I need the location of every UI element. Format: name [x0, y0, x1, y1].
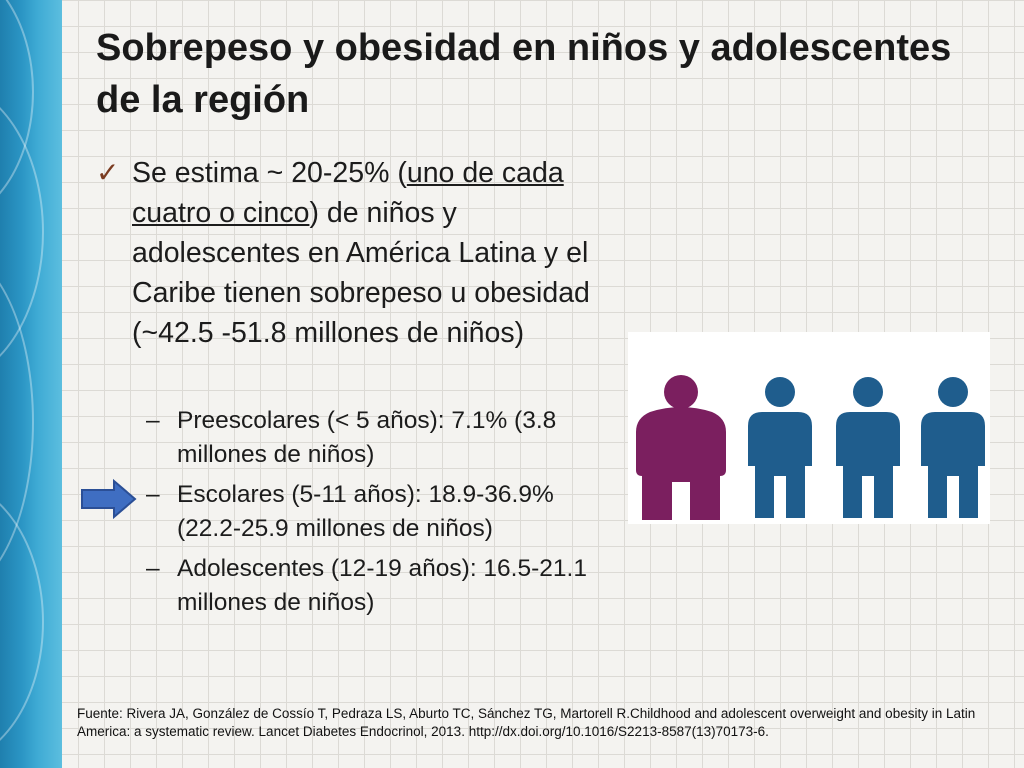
- sub-bullet-adolescentes: – Adolescentes (12-19 años): 16.5-21.1 m…: [146, 552, 616, 620]
- main-bullet-suffix: ) de niños y adolescentes en América Lat…: [132, 197, 590, 349]
- source-citation: Fuente: Rivera JA, González de Cossío T,…: [77, 706, 976, 739]
- person-icon: [921, 377, 985, 518]
- main-bullet-text: Se estima ~ 20-25% (uno de cada cuatro o…: [132, 153, 616, 353]
- main-bullet: ✓ Se estima ~ 20-25% (uno de cada cuatro…: [96, 153, 616, 353]
- sub-bullet-escolares: – Escolares (5-11 años): 18.9-36.9% (22.…: [146, 478, 616, 546]
- sub-bullet-text: Adolescentes (12-19 años): 16.5-21.1 mil…: [177, 555, 587, 616]
- person-icon-obese: [636, 375, 726, 520]
- dash-marker: –: [146, 481, 160, 508]
- sub-bullet-text: Escolares (5-11 años): 18.9-36.9% (22.2-…: [177, 481, 554, 542]
- dash-marker: –: [146, 407, 160, 434]
- sub-bullet-text: Preescolares (< 5 años): 7.1% (3.8 millo…: [177, 407, 557, 468]
- dash-marker: –: [146, 555, 160, 582]
- slide-title: Sobrepeso y obesidad en niños y adolesce…: [96, 27, 952, 121]
- checkmark-icon: ✓: [96, 157, 120, 188]
- right-arrow-icon: [81, 478, 137, 520]
- sub-bullet-preescolares: – Preescolares (< 5 años): 7.1% (3.8 mil…: [146, 404, 616, 472]
- person-icon: [836, 377, 900, 518]
- decorative-side-band: [0, 0, 62, 768]
- main-bullet-prefix: Se estima ~ 20-25% (: [132, 157, 407, 189]
- person-icon: [748, 377, 812, 518]
- main-bullet-underlined: uno de cada cuatro o cinco: [132, 157, 564, 229]
- people-figures-image: [628, 332, 990, 524]
